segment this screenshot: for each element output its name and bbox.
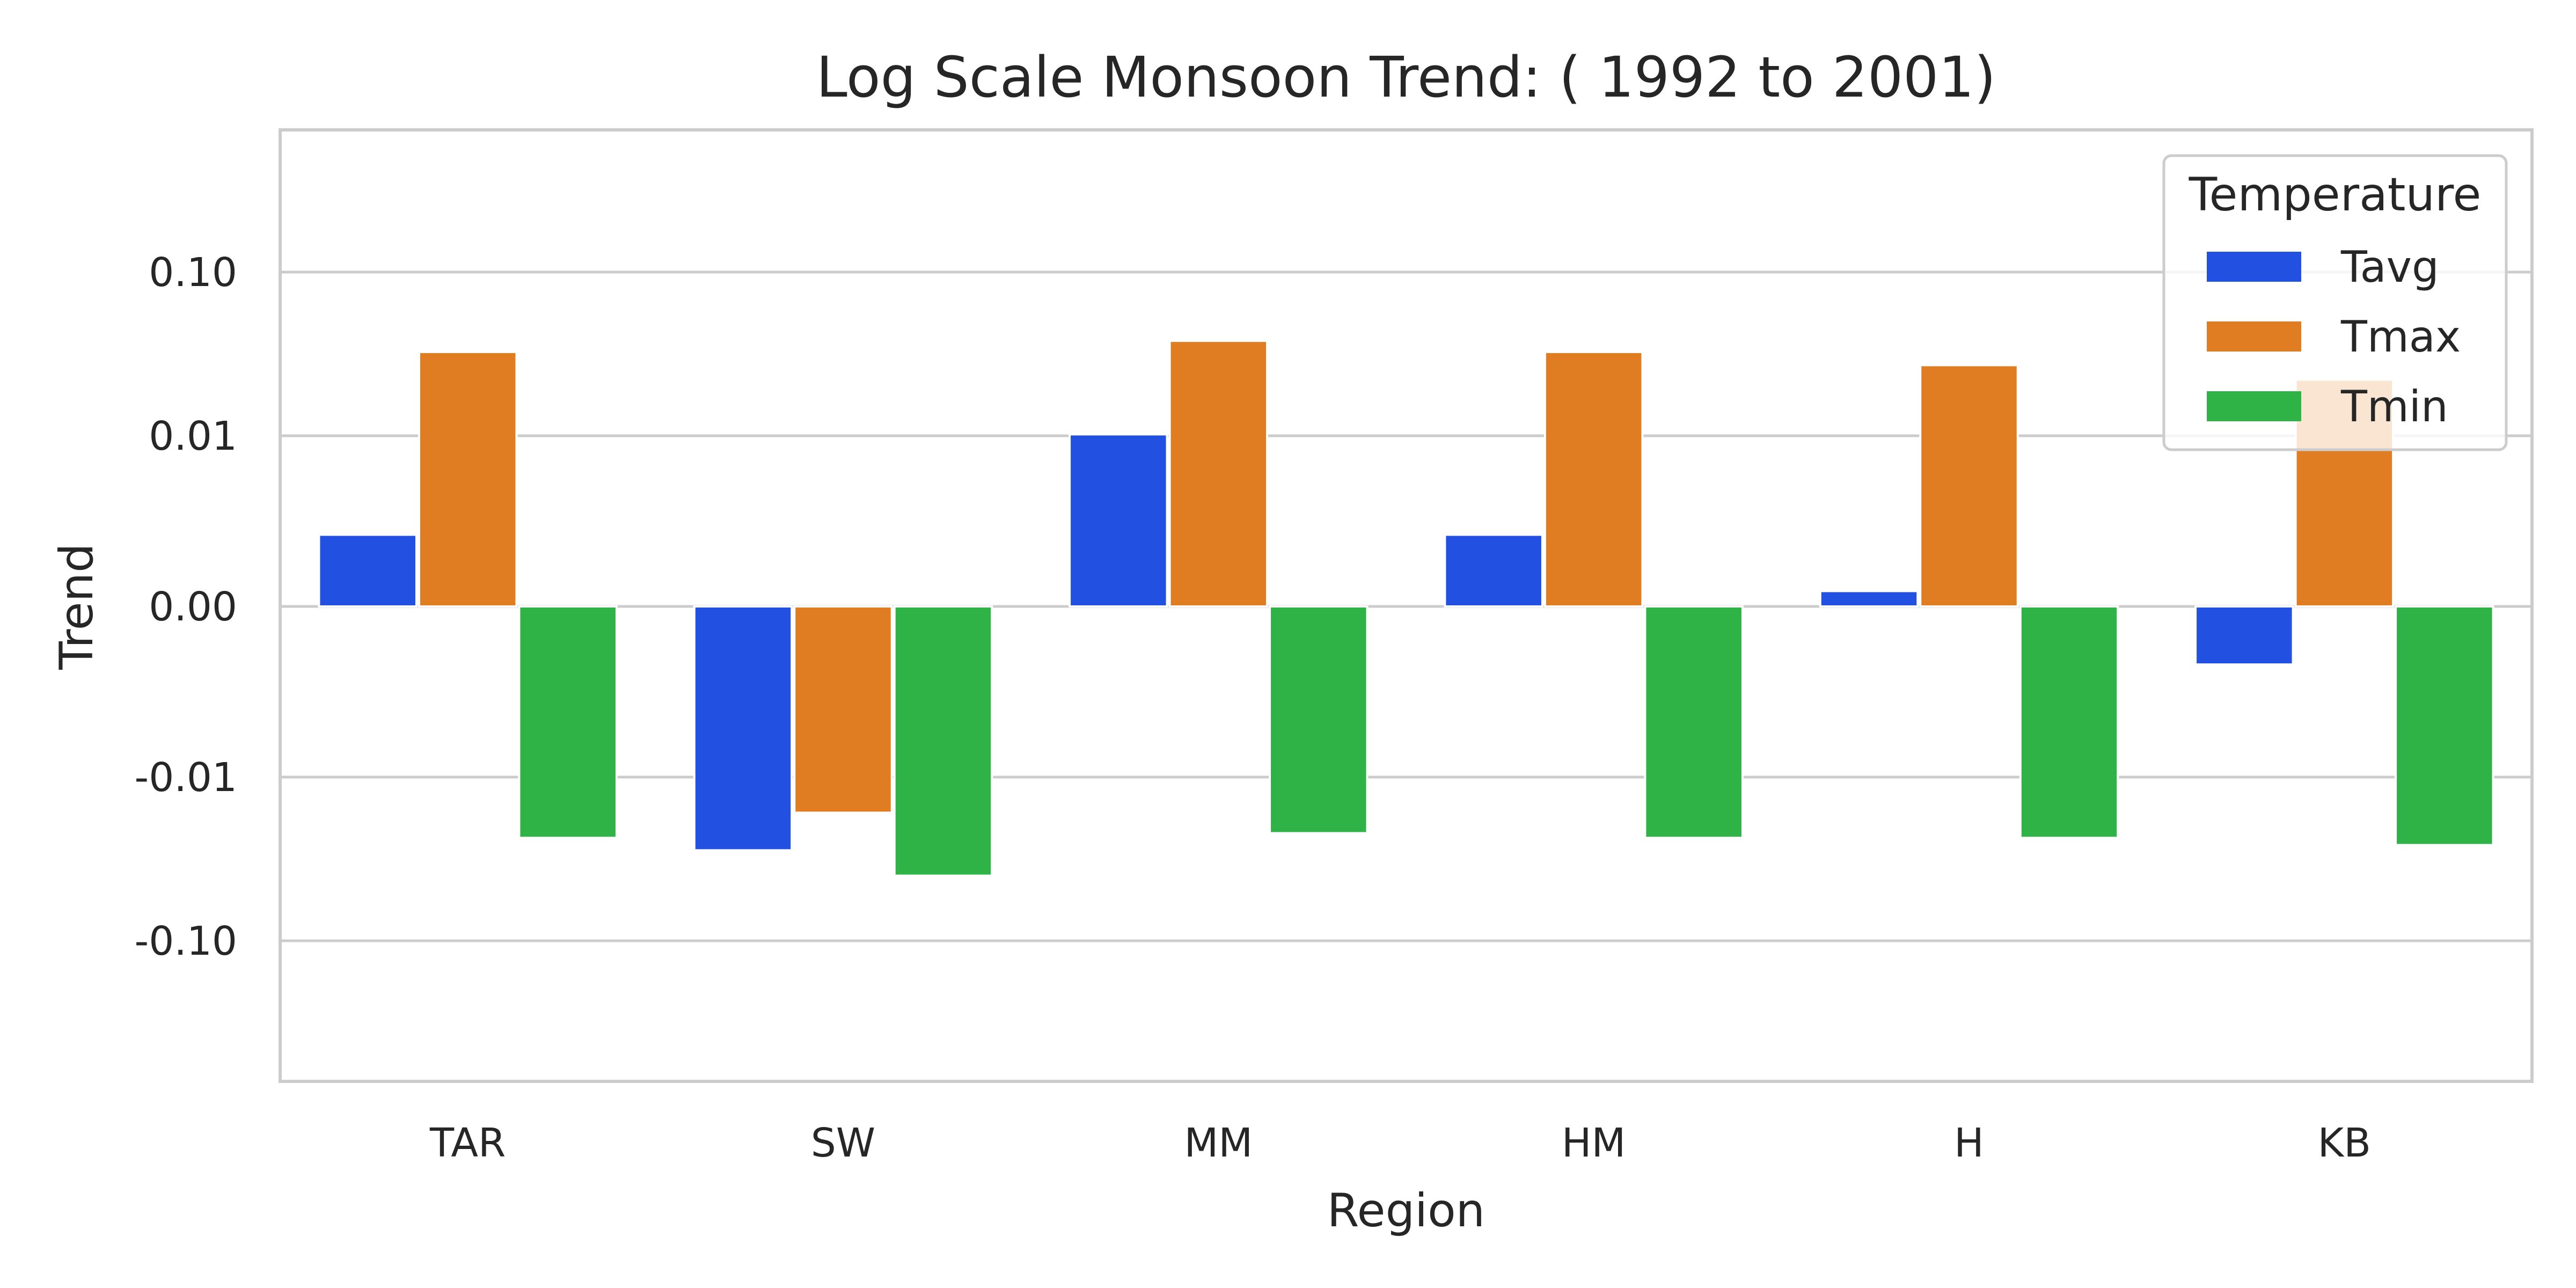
bar-tmax-tar xyxy=(418,350,518,608)
y-tick-label: -0.10 xyxy=(135,918,237,964)
bar-tmin-tar xyxy=(518,605,618,839)
x-tick-label: TAR xyxy=(429,1120,506,1166)
plot-border xyxy=(279,128,2534,1083)
bar-tmin-h xyxy=(2019,605,2119,839)
bar-tavg-h xyxy=(1819,590,1919,608)
bar-tmax-sw xyxy=(793,605,893,814)
legend: Temperature Tavg Tmax Tmin xyxy=(2162,154,2508,451)
bar-tmax-mm xyxy=(1168,340,1269,608)
bar-tavg-tar xyxy=(318,533,418,608)
bar-tavg-kb xyxy=(2194,605,2294,666)
bar-tavg-mm xyxy=(1069,433,1168,608)
grid-lines xyxy=(280,270,2532,942)
bar-tmin-hm xyxy=(1644,605,1744,839)
y-tick-labels: 0.10 0.01 0.00 -0.01 -0.10 xyxy=(135,250,237,964)
bar-tmax-hm xyxy=(1543,350,1644,608)
legend-title: Temperature xyxy=(2189,168,2482,222)
bar-tmax-h xyxy=(1919,364,2019,608)
bars xyxy=(318,340,2494,877)
x-tick-label: H xyxy=(1954,1120,1984,1166)
y-tick-label: 0.10 xyxy=(149,250,237,296)
legend-label-tmin: Tmin xyxy=(2340,382,2448,431)
bar-tmin-kb xyxy=(2395,605,2494,846)
x-tick-label: HM xyxy=(1562,1120,1626,1166)
y-axis-title: Trend xyxy=(50,543,104,670)
legend-swatch-tmin xyxy=(2207,391,2301,421)
x-tick-label: KB xyxy=(2318,1120,2371,1166)
legend-label-tavg: Tavg xyxy=(2340,242,2439,292)
legend-swatch-tmax xyxy=(2207,321,2301,352)
x-tick-label: MM xyxy=(1184,1120,1253,1166)
plot-frame xyxy=(279,128,2534,1083)
bar-tmin-sw xyxy=(893,605,993,877)
legend-entries: Tavg Tmax Tmin xyxy=(2207,242,2461,431)
legend-label-tmax: Tmax xyxy=(2340,312,2461,362)
y-tick-label: 0.01 xyxy=(149,413,237,459)
x-tick-labels: TAR SW MM HM H KB xyxy=(429,1120,2371,1166)
y-tick-label: -0.01 xyxy=(135,755,237,801)
bar-tavg-hm xyxy=(1444,533,1543,608)
bar-tavg-sw xyxy=(693,605,793,852)
bar-tmin-mm xyxy=(1269,605,1368,835)
chart-title: Log Scale Monsoon Trend: ( 1992 to 2001) xyxy=(816,45,1996,110)
x-axis-title: Region xyxy=(1327,1184,1485,1238)
y-tick-label: 0.00 xyxy=(149,584,237,630)
legend-swatch-tavg xyxy=(2207,252,2301,282)
x-tick-label: SW xyxy=(811,1120,875,1166)
legend-box xyxy=(2162,154,2508,451)
